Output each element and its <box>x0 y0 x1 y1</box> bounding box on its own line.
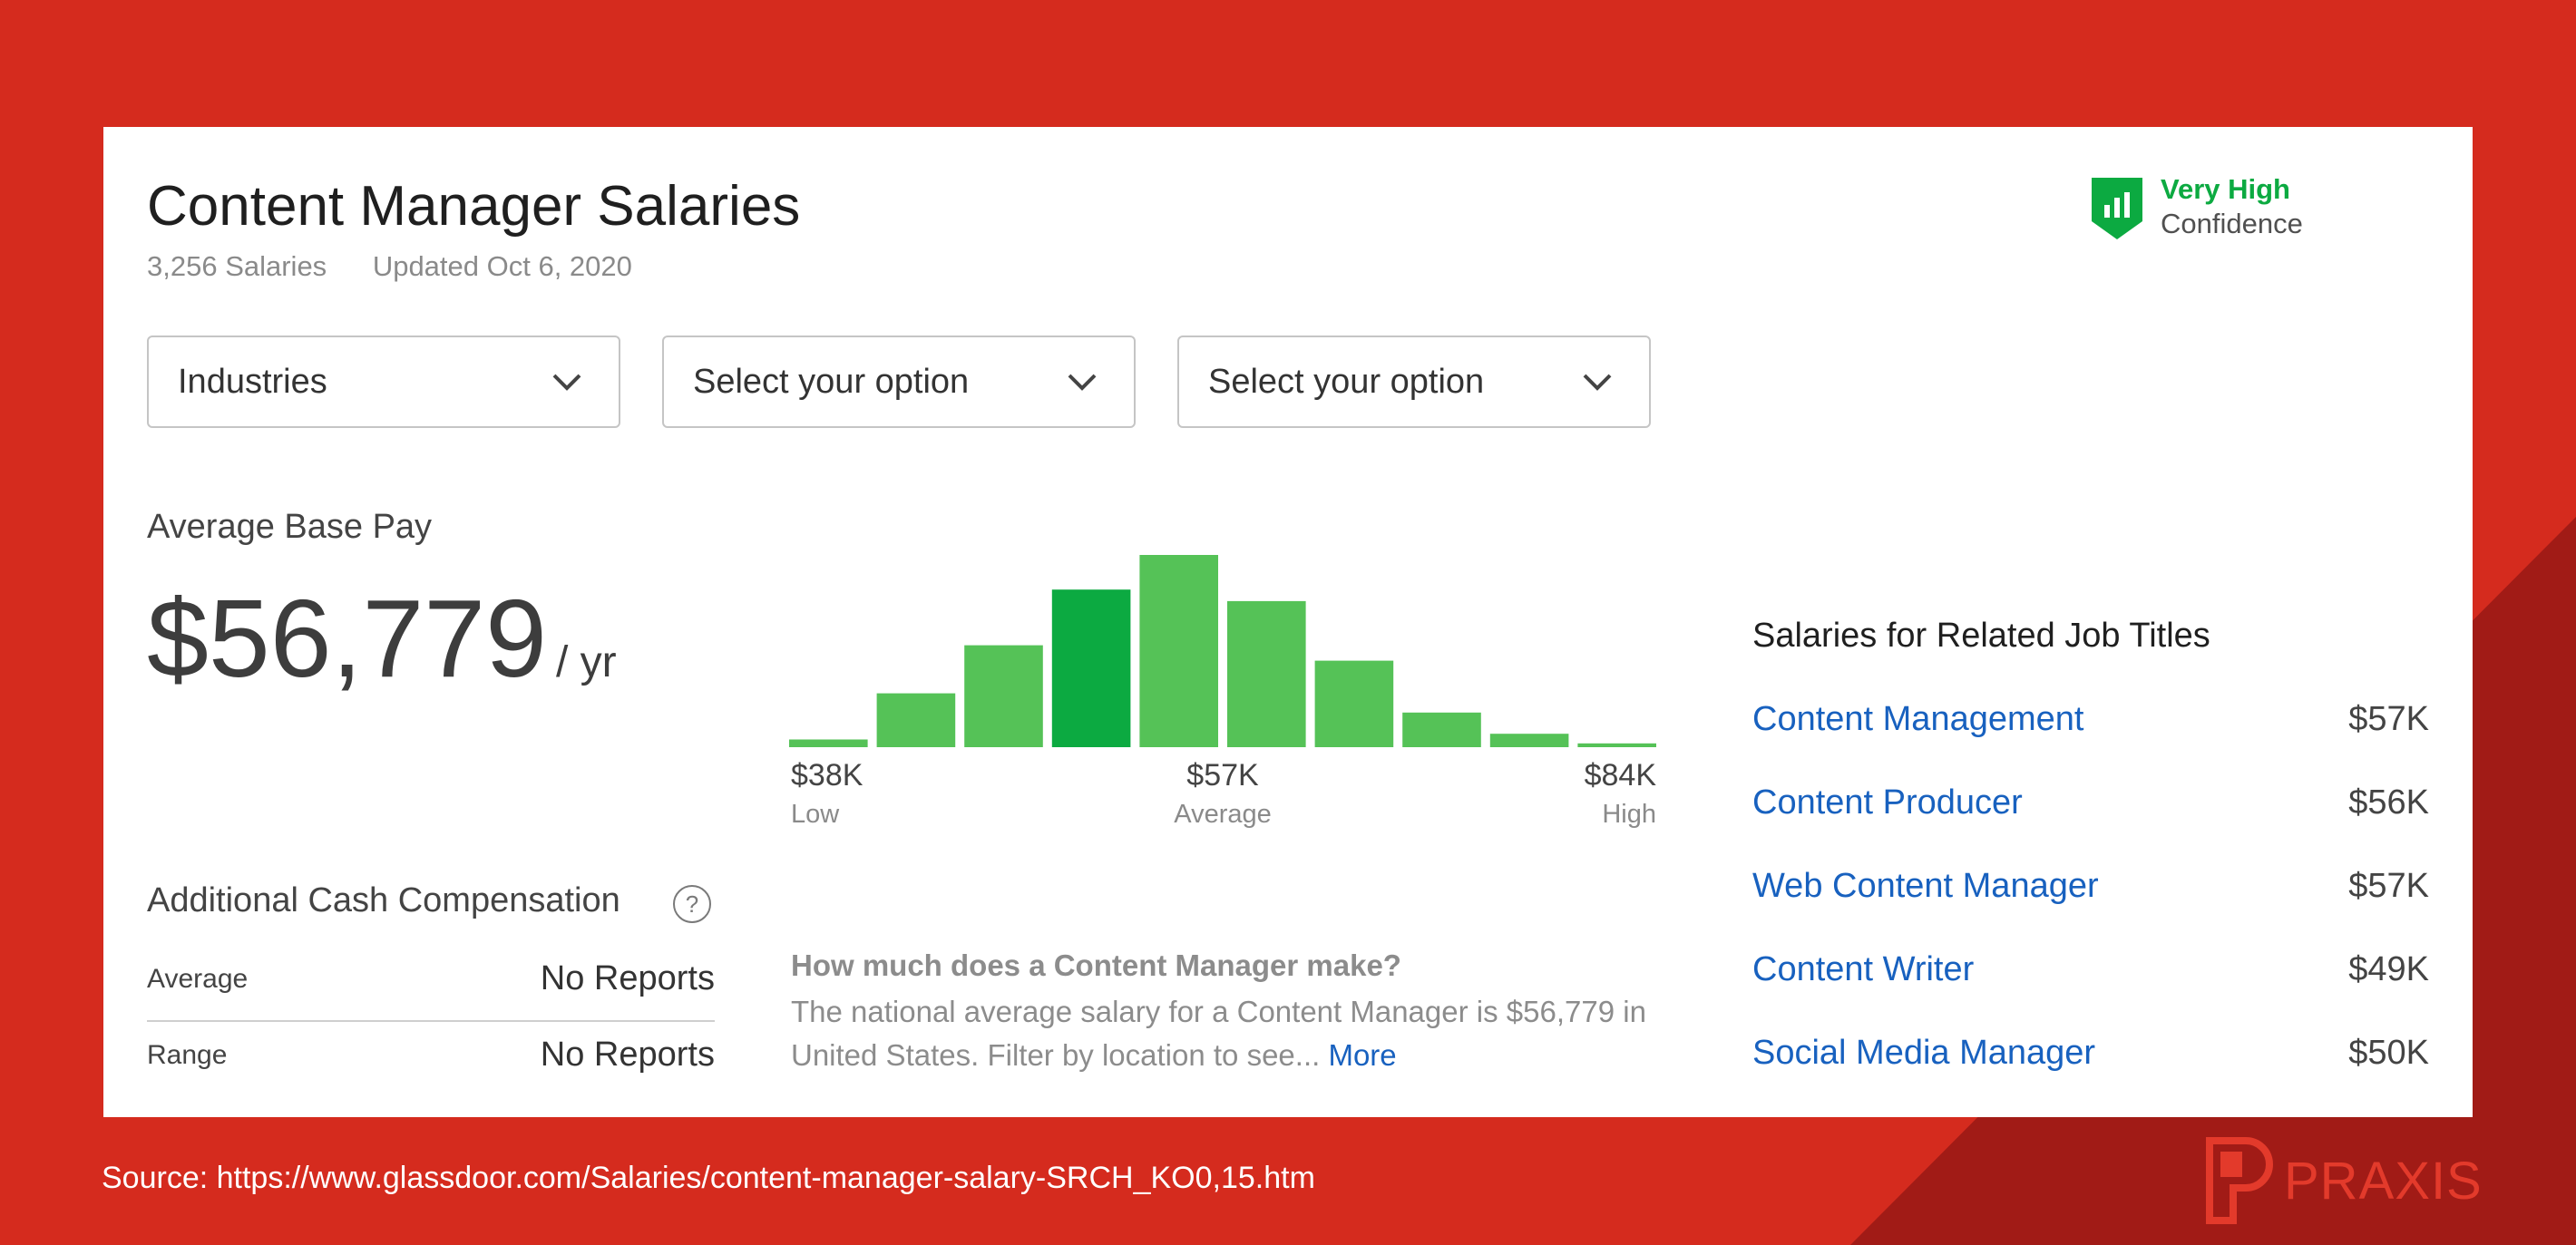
dropdown-value: Select your option <box>693 362 970 401</box>
related-title-link[interactable]: Content Management <box>1752 700 2084 738</box>
acc-row-value: No Reports <box>540 959 715 997</box>
faq-question: How much does a Content Manager make? <box>791 948 1401 982</box>
related-pay: $57K <box>2348 700 2429 738</box>
pay-amount: $56,779 <box>147 577 547 700</box>
related-titles-heading: Salaries for Related Job Titles <box>1752 617 2210 655</box>
tick-label-average: $57K <box>1186 758 1259 793</box>
average-base-pay-value: $56,779/ yr <box>147 575 617 702</box>
histogram-bar-10 <box>1577 743 1656 747</box>
industries-dropdown[interactable]: Industries <box>147 336 620 428</box>
salary-count: 3,256 Salaries <box>147 250 327 282</box>
histogram-bar-6 <box>1227 600 1306 747</box>
faq-answer: The national average salary for a Conten… <box>791 990 1680 1077</box>
chevron-down-icon <box>1583 374 1612 391</box>
chevron-down-icon <box>1068 374 1097 391</box>
more-link[interactable]: More <box>1328 1038 1397 1072</box>
additional-cash-title: Additional Cash Compensation <box>147 881 620 919</box>
related-item: Web Content Manager $57K <box>1752 867 2429 906</box>
bar-chart-shield-icon <box>2092 178 2142 239</box>
related-pay: $49K <box>2348 950 2429 988</box>
related-pay: $57K <box>2348 867 2429 905</box>
divider <box>147 1020 715 1022</box>
acc-row-range: Range No Reports <box>147 1036 715 1075</box>
tick-sublabel-high: High <box>1602 800 1656 829</box>
acc-row-label: Average <box>147 963 249 994</box>
histogram-bar-5 <box>1139 555 1218 747</box>
filter-dropdown-3[interactable]: Select your option <box>1177 336 1651 428</box>
related-title-link[interactable]: Content Writer <box>1752 950 1975 988</box>
related-pay: $56K <box>2348 783 2429 822</box>
tick-label-high: $84K <box>1584 758 1656 793</box>
help-icon[interactable]: ? <box>673 885 711 923</box>
histogram-bar-8 <box>1402 712 1481 747</box>
praxis-logo-text: PRAXIS <box>2284 1151 2483 1211</box>
histogram-bar-2 <box>876 693 956 747</box>
histogram-bar-1 <box>789 739 868 747</box>
praxis-logo-icon <box>2206 1137 2273 1224</box>
related-pay: $50K <box>2348 1034 2429 1072</box>
tick-label-low: $38K <box>791 758 864 793</box>
related-item: Content Producer $56K <box>1752 783 2429 822</box>
dropdown-value: Select your option <box>1208 362 1485 401</box>
acc-row-value: No Reports <box>540 1036 715 1074</box>
acc-row-average: Average No Reports <box>147 959 715 998</box>
praxis-logo: PRAXIS <box>2206 1137 2483 1224</box>
histogram-bar-4 <box>1051 589 1131 747</box>
salary-histogram <box>789 555 1656 747</box>
related-item: Content Writer $49K <box>1752 950 2429 989</box>
faq-answer-text: The national average salary for a Conten… <box>791 995 1646 1072</box>
histogram-bar-7 <box>1314 660 1394 747</box>
updated-date: Updated Oct 6, 2020 <box>372 250 632 282</box>
histogram-bar-3 <box>964 645 1043 747</box>
tick-sublabel-low: Low <box>791 800 840 829</box>
pay-unit: / yr <box>556 638 617 686</box>
related-item: Social Media Manager $50K <box>1752 1034 2429 1073</box>
confidence-badge: Very High Confidence <box>2092 172 2303 241</box>
chevron-down-icon <box>552 374 581 391</box>
page-title: Content Manager Salaries <box>147 175 801 238</box>
confidence-label: Confidence <box>2161 208 2303 239</box>
average-base-pay-label: Average Base Pay <box>147 508 433 546</box>
related-item: Content Management $57K <box>1752 700 2429 739</box>
related-title-link[interactable]: Content Producer <box>1752 783 2023 822</box>
filter-dropdown-2[interactable]: Select your option <box>662 336 1136 428</box>
related-title-link[interactable]: Web Content Manager <box>1752 867 2099 905</box>
tick-sublabel-average: Average <box>1174 800 1272 829</box>
acc-row-label: Range <box>147 1039 228 1070</box>
source-citation: Source: https://www.glassdoor.com/Salari… <box>102 1161 1315 1195</box>
related-title-link[interactable]: Social Media Manager <box>1752 1034 2096 1072</box>
histogram-bar-9 <box>1489 734 1569 747</box>
confidence-level: Very High <box>2161 173 2290 205</box>
dropdown-value: Industries <box>178 362 327 401</box>
salary-meta: 3,256 Salaries Updated Oct 6, 2020 <box>147 250 632 283</box>
salary-card: Content Manager Salaries 3,256 Salaries … <box>103 127 2473 1117</box>
